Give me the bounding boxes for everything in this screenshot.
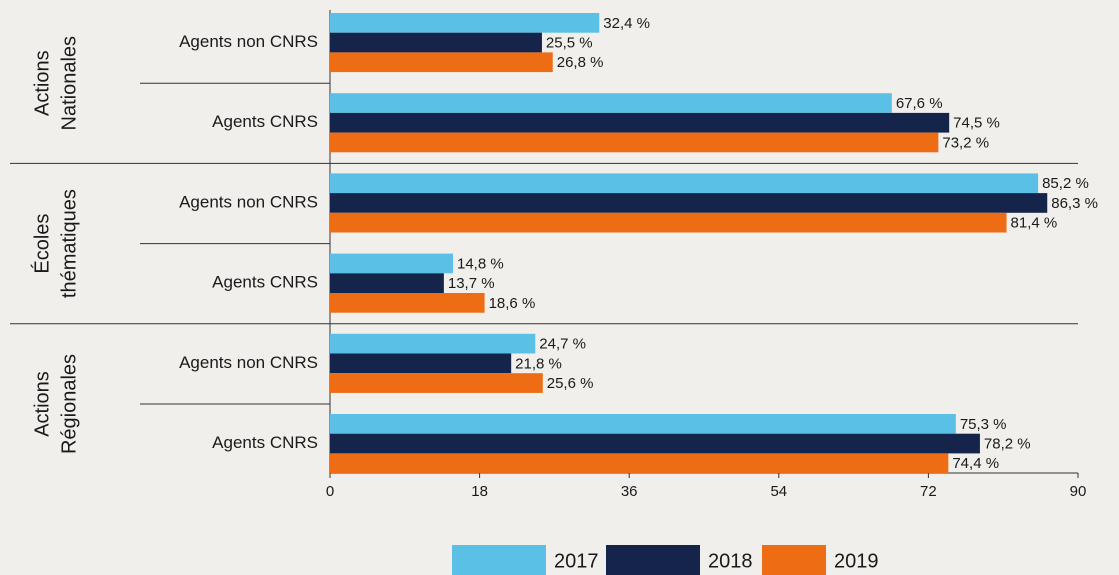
value-label: 18,6 % — [489, 295, 536, 312]
bar — [330, 353, 512, 374]
legend-label: 2018 — [708, 550, 753, 572]
group-label: Nationales — [58, 36, 80, 131]
x-tick-label: 54 — [770, 483, 787, 500]
bar — [330, 273, 444, 293]
value-label: 86,3 % — [1051, 195, 1098, 212]
value-label: 73,2 % — [942, 134, 989, 151]
category-label: Agents CNRS — [212, 112, 318, 131]
category-label: Agents non CNRS — [179, 192, 318, 211]
bar — [330, 132, 939, 153]
value-label: 21,8 % — [515, 355, 562, 372]
value-label: 25,5 % — [546, 35, 593, 52]
group-label: thématiques — [58, 189, 80, 298]
group-label: Actions — [31, 371, 53, 437]
x-tick-label: 0 — [326, 483, 334, 500]
value-label: 26,8 % — [557, 54, 604, 71]
bar — [330, 173, 1039, 194]
category-label: Agents non CNRS — [179, 353, 318, 372]
group-label: Écoles — [30, 214, 53, 274]
legend-swatch — [606, 545, 700, 575]
bar — [330, 13, 600, 33]
x-tick-label: 18 — [471, 483, 488, 500]
bar — [330, 93, 892, 113]
bar — [330, 112, 950, 133]
legend-label: 2019 — [834, 550, 879, 572]
value-label: 67,6 % — [896, 95, 943, 112]
value-label: 13,7 % — [448, 275, 495, 292]
bar — [330, 333, 536, 354]
value-label: 85,2 % — [1042, 175, 1089, 192]
group-label: Actions — [31, 50, 53, 116]
bar — [330, 212, 1007, 233]
value-label: 25,6 % — [547, 375, 594, 392]
bar — [330, 293, 485, 313]
category-label: Agents non CNRS — [179, 32, 318, 51]
x-tick-label: 36 — [621, 483, 638, 500]
bar — [330, 32, 542, 53]
bar — [330, 52, 553, 73]
bar — [330, 253, 454, 274]
group-label: Régionales — [58, 354, 80, 454]
value-label: 14,8 % — [457, 255, 504, 272]
bar — [330, 373, 543, 393]
legend-swatch — [452, 545, 546, 575]
bar — [330, 193, 1048, 213]
x-tick-label: 72 — [920, 483, 937, 500]
value-label: 24,7 % — [539, 336, 586, 353]
legend-label: 2017 — [554, 550, 599, 572]
value-label: 78,2 % — [984, 436, 1031, 453]
legend-swatch — [762, 545, 826, 575]
bar — [330, 453, 949, 474]
category-label: Agents CNRS — [212, 433, 318, 452]
bar — [330, 433, 980, 454]
category-label: Agents CNRS — [212, 273, 318, 292]
value-label: 74,5 % — [953, 115, 1000, 132]
value-label: 81,4 % — [1011, 215, 1058, 232]
value-label: 75,3 % — [960, 416, 1007, 433]
x-tick-label: 90 — [1070, 483, 1087, 500]
value-label: 74,4 % — [952, 455, 999, 472]
bar — [330, 414, 956, 434]
value-label: 32,4 % — [603, 15, 650, 32]
